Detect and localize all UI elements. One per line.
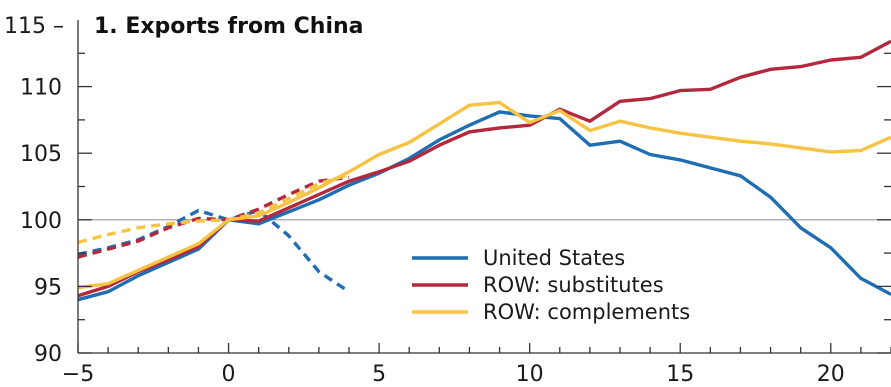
y-tick-label: 105 (20, 142, 62, 167)
x-tick-label: 10 (516, 362, 544, 387)
series-line-row-complements (77, 100, 891, 290)
series-line-pre-trend-dashed (77, 172, 350, 245)
legend: United States ROW: substitutes ROW: comple… (412, 246, 690, 324)
y-tick-label: 100 (20, 209, 62, 234)
y-tick-label: 110 (20, 76, 62, 101)
title-prefix: 115 – (4, 14, 64, 39)
axis-layer: 90 95 100 105 110 −5 0 5 10 15 20 (20, 20, 891, 387)
series-layer (77, 39, 891, 302)
legend-label: ROW: substitutes (483, 273, 664, 297)
x-tick-label: 0 (222, 362, 236, 387)
x-tick-label: −5 (62, 362, 94, 387)
series-line-pre-trend-dashed (77, 175, 350, 259)
title-layer: 115 – 1. Exports from China (4, 14, 364, 39)
x-tick-label: 5 (372, 362, 386, 387)
series-line-united-states (77, 110, 891, 302)
y-tick-label: 95 (34, 275, 62, 300)
chart-title: 1. Exports from China (94, 14, 364, 39)
y-tick-label: 90 (34, 342, 62, 367)
legend-label: United States (483, 246, 625, 270)
x-tick-label: 15 (666, 362, 694, 387)
x-tick-label: 20 (817, 362, 845, 387)
legend-label: ROW: complements (483, 300, 690, 324)
